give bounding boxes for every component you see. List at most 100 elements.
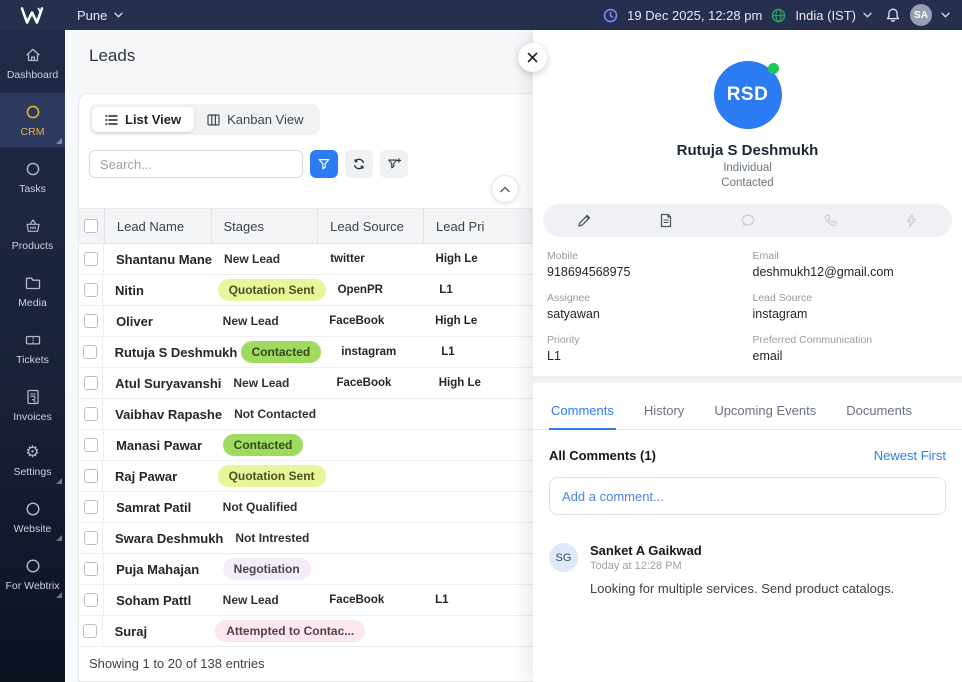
table-row[interactable]: Samrat Patil Not Qualified [79, 492, 533, 523]
sidebar-item-for-webtrix[interactable]: For Webtrix [0, 547, 65, 601]
table-row[interactable]: Manasi Pawar Contacted [79, 430, 533, 461]
row-checkbox[interactable] [83, 469, 98, 483]
panel-tab[interactable]: Comments [549, 393, 616, 430]
table-row[interactable]: Nitin Quotation Sent OpenPR L1 [79, 275, 533, 306]
lead-priority-cell [427, 461, 533, 491]
row-checkbox[interactable] [84, 500, 99, 514]
list-view-button[interactable]: List View [92, 107, 195, 132]
lead-priority-cell [423, 492, 533, 522]
stage-badge: New Lead [233, 376, 290, 390]
sidebar-item-website[interactable]: Website [0, 490, 65, 544]
detail-label: Assignee [547, 292, 591, 304]
table-row[interactable]: Shantanu Mane New Lead twitter High Le [79, 244, 533, 275]
column-header-lead-name[interactable]: Lead Name [103, 209, 211, 243]
circle-icon [25, 502, 40, 516]
comment-timestamp: Today at 12:28 PM [590, 560, 682, 572]
sidebar-item-products[interactable]: Products [0, 207, 65, 261]
row-checkbox[interactable] [84, 562, 99, 576]
flash-icon[interactable] [905, 213, 918, 228]
detail-value: email [752, 349, 783, 363]
row-checkbox[interactable] [83, 531, 98, 545]
add-comment-input[interactable] [549, 477, 946, 515]
funnel-icon [318, 159, 330, 170]
search-input[interactable] [89, 150, 303, 178]
sidebar-item-settings[interactable]: ⚙ Settings [0, 435, 65, 487]
submenu-caret-icon [56, 478, 62, 484]
table-row[interactable]: Puja Mahajan Negotiation [79, 554, 533, 585]
sidebar-item-dashboard[interactable]: Dashboard [0, 36, 65, 90]
table-body: Shantanu Mane New Lead twitter High Le N… [79, 244, 533, 647]
table-row[interactable]: Suraj Attempted to Contac... [79, 616, 533, 647]
lead-avatar-wrap: RSD [713, 61, 782, 129]
sidebar-item-media[interactable]: Media [0, 264, 65, 318]
panel-tab[interactable]: Upcoming Events [714, 403, 817, 418]
row-checkbox[interactable] [83, 345, 98, 359]
column-header-lead-priority[interactable]: Lead Pri [423, 209, 533, 243]
timezone-label: India (IST) [795, 7, 856, 23]
comment-avatar: SG [549, 543, 578, 572]
lead-name-cell: Nitin [115, 282, 144, 298]
chat-icon[interactable] [740, 213, 756, 228]
comments-header: All Comments (1) Newest First [549, 448, 946, 463]
select-all-checkbox[interactable] [84, 219, 99, 233]
close-panel-button[interactable] [518, 43, 547, 72]
notes-icon[interactable] [659, 213, 673, 228]
table-row[interactable]: Soham Pattl New Lead FaceBook L1 [79, 585, 533, 616]
refresh-button[interactable] [345, 150, 373, 178]
sidebar-item-crm[interactable]: CRM [0, 93, 65, 147]
panel-tab[interactable]: Documents [846, 403, 912, 418]
timezone-selector[interactable]: India (IST) [795, 8, 872, 23]
comment-body: Sanket A Gaikwad Today at 12:28 PM Looki… [590, 543, 894, 596]
view-toggle: List View Kanban View [89, 104, 320, 135]
location-selector[interactable]: Pune [77, 8, 124, 23]
sidebar-item-label: CRM [20, 126, 45, 138]
detail-field: Preferred Communication email [753, 334, 949, 363]
sidebar-item-label: Invoices [13, 411, 52, 423]
sort-newest-first-link[interactable]: Newest First [873, 448, 946, 463]
table-row[interactable]: Oliver New Lead FaceBook High Le [79, 306, 533, 337]
table-row[interactable]: Raj Pawar Quotation Sent [79, 461, 533, 492]
lead-avatar: RSD [713, 61, 782, 129]
lead-source-cell [317, 554, 423, 584]
table-row[interactable]: Swara Deshmukh Not Intrested [79, 523, 533, 554]
kanban-view-button[interactable]: Kanban View [194, 107, 316, 132]
bell-icon[interactable] [885, 7, 901, 24]
leads-page: Leads List View Kanban View [65, 30, 533, 682]
row-checkbox[interactable] [83, 376, 98, 390]
row-checkbox[interactable] [83, 624, 98, 638]
sidebar-item-label: For Webtrix [5, 580, 60, 592]
call-icon[interactable] [823, 213, 838, 228]
column-header-lead-source[interactable]: Lead Source [317, 209, 423, 243]
table-row[interactable]: Rutuja S Deshmukh Contacted instagram L1 [79, 337, 533, 368]
add-filter-button[interactable] [380, 150, 408, 178]
home-icon [25, 48, 40, 62]
panel-tabs: Comments History Upcoming Events Documen… [533, 393, 962, 430]
edit-icon[interactable] [577, 213, 592, 228]
apply-filter-button[interactable] [310, 150, 338, 178]
invoice-icon [26, 389, 39, 405]
chevron-down-icon[interactable] [941, 12, 950, 18]
table-row[interactable]: Atul Suryavanshi New Lead FaceBook High … [79, 368, 533, 399]
panel-tab[interactable]: History [643, 403, 685, 418]
status-dot [767, 63, 779, 74]
row-checkbox[interactable] [84, 314, 99, 328]
row-checkbox[interactable] [83, 407, 98, 421]
column-header-stages[interactable]: Stages [210, 209, 318, 243]
sidebar-item-tasks[interactable]: Tasks [0, 150, 65, 204]
table-row[interactable]: Vaibhav Rapashe Not Contacted [79, 399, 533, 430]
datetime-label: 19 Dec 2025, 12:28 pm [627, 7, 763, 23]
sidebar-item-invoices[interactable]: Invoices [0, 378, 65, 432]
row-checkbox[interactable] [83, 252, 98, 266]
collapse-filters-button[interactable] [491, 175, 519, 203]
row-checkbox[interactable] [84, 593, 99, 607]
sidebar-item-tickets[interactable]: Tickets [0, 321, 65, 375]
app-logo[interactable] [0, 6, 65, 25]
sidebar-item-label: Tasks [19, 183, 46, 195]
user-avatar[interactable]: SA [910, 4, 932, 26]
row-checkbox[interactable] [84, 438, 99, 452]
row-checkbox[interactable] [83, 283, 98, 297]
stage-badge: Quotation Sent [217, 279, 326, 301]
detail-field: Lead Source instagram [753, 292, 949, 321]
clock-icon [603, 8, 618, 23]
comment-author: Sanket A Gaikwad [590, 543, 702, 558]
